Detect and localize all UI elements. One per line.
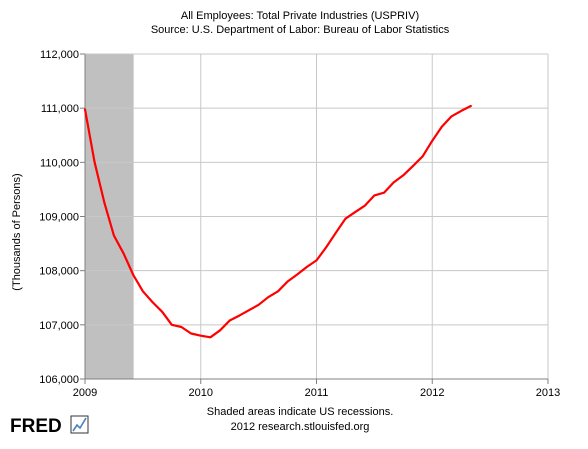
chart-title: All Employees: Total Private Industries … (181, 10, 419, 22)
x-tick-label-0: 2009 (73, 387, 97, 399)
chart-subtitle: Source: U.S. Department of Labor: Bureau… (151, 24, 450, 36)
x-tick-label-4: 2013 (536, 387, 560, 399)
fred-logo-chart-icon (70, 415, 89, 434)
footer-note: Shaded areas indicate US recessions. (207, 406, 394, 418)
fred-logo: FRED (10, 415, 89, 437)
x-tick-label-3: 2012 (420, 387, 444, 399)
y-tick-label-5: 111,000 (41, 103, 79, 115)
y-tick-label-3: 109,000 (39, 212, 79, 224)
y-tick-label-2: 108,000 (39, 266, 79, 278)
x-tick-label-1: 2010 (189, 387, 213, 399)
y-tick-label-6: 112,000 (40, 49, 79, 61)
y-axis-label: (Thousands of Persons) (11, 173, 23, 290)
series-line-0 (83, 104, 472, 339)
y-tick-label-1: 107,000 (39, 320, 79, 332)
fred-logo-text: FRED (10, 416, 62, 437)
y-tick-label-4: 110,000 (40, 157, 79, 169)
y-tick-label-0: 106,000 (39, 374, 79, 386)
x-tick-label-2: 2011 (305, 387, 329, 399)
footer-source: 2012 research.stlouisfed.org (231, 421, 370, 433)
